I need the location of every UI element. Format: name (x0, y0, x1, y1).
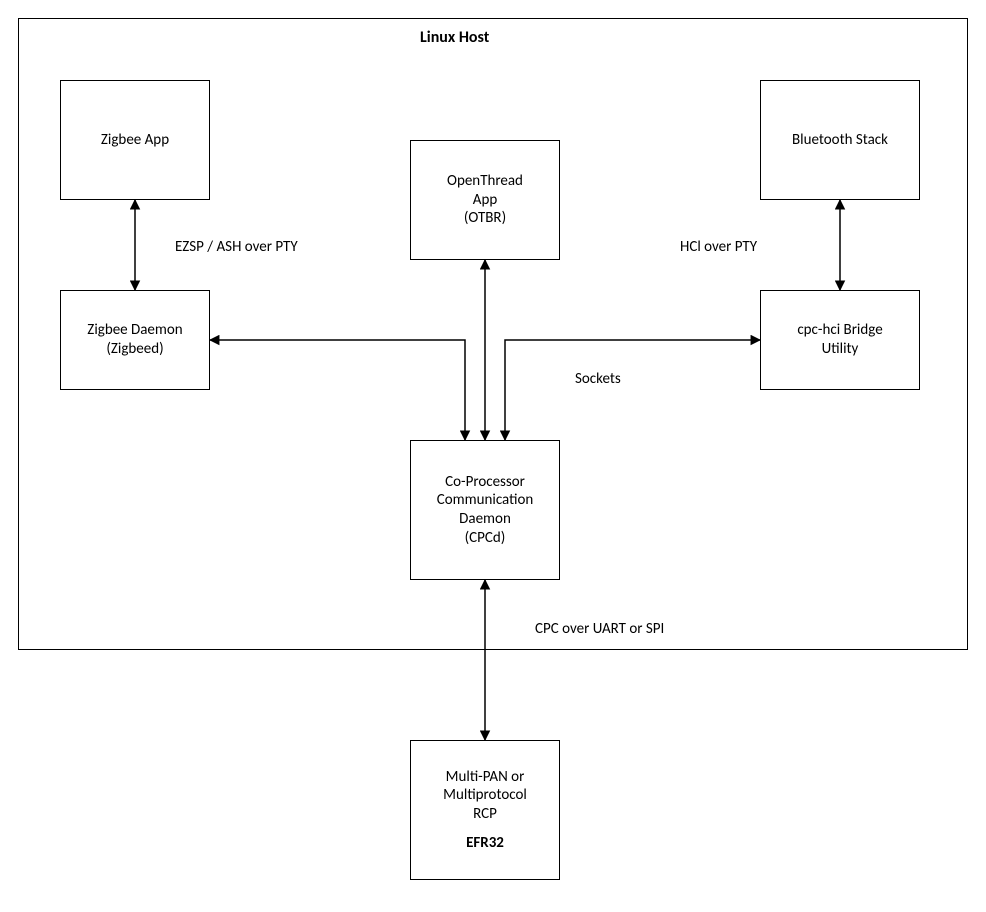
node-cpcd: Co-ProcessorCommunicationDaemon(CPCd) (410, 440, 560, 580)
node-text: (Zigbeed) (106, 340, 163, 359)
node-text: App (473, 191, 497, 210)
label-hci: HCl over PTY (680, 238, 757, 256)
node-text (483, 824, 486, 834)
node-zigbee-daemon: Zigbee Daemon(Zigbeed) (60, 290, 210, 390)
diagram-canvas: Linux Host Zigbee App Zigbee Daemon(Zigb… (0, 0, 986, 912)
node-text: Co-Processor (445, 473, 525, 492)
node-text: Communication (437, 491, 534, 510)
node-text: (CPCd) (465, 529, 506, 548)
node-text: cpc-hci Bridge (797, 321, 882, 340)
node-text: Multiprotocol (443, 786, 527, 805)
node-bluetooth-stack: Bluetooth Stack (760, 80, 920, 200)
node-text: (OTBR) (464, 209, 506, 228)
node-text: OpenThread (447, 172, 523, 191)
node-cpc-hci-bridge: cpc-hci BridgeUtility (760, 290, 920, 390)
label-cpc: CPC over UART or SPI (535, 620, 664, 638)
node-openthread: OpenThreadApp(OTBR) (410, 140, 560, 260)
node-text: EFR32 (466, 834, 504, 853)
node-rcp: Multi-PAN orMultiprotocolRCP EFR32 (410, 740, 560, 880)
node-text: Daemon (459, 510, 511, 529)
linux-host-title: Linux Host (420, 28, 489, 47)
node-text: Zigbee App (101, 131, 169, 150)
node-zigbee-app: Zigbee App (60, 80, 210, 200)
node-text: Multi-PAN or (446, 768, 525, 787)
node-text: Utility (822, 340, 859, 359)
label-sockets: Sockets (575, 370, 621, 388)
node-text: Bluetooth Stack (792, 131, 888, 150)
node-text: RCP (473, 805, 497, 824)
label-ezsp: EZSP / ASH over PTY (175, 238, 298, 256)
node-text: Zigbee Daemon (87, 321, 182, 340)
